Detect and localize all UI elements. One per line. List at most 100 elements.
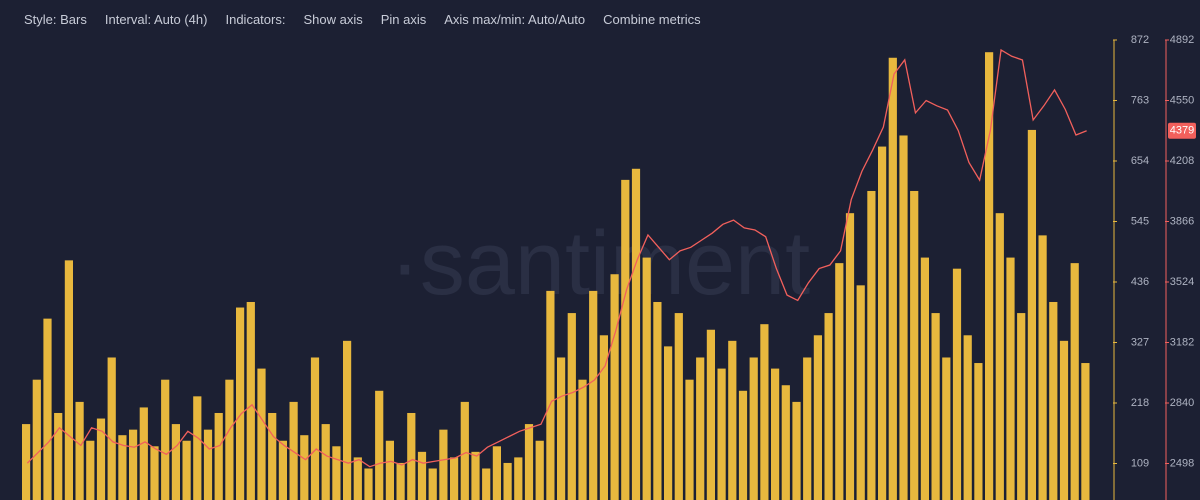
bar bbox=[246, 301, 255, 500]
bar bbox=[321, 424, 330, 500]
y-tick-label: 763 bbox=[1131, 94, 1149, 106]
bar bbox=[310, 357, 320, 500]
bar bbox=[813, 335, 822, 500]
bar bbox=[150, 446, 159, 500]
toolbar-item[interactable]: Show axis bbox=[303, 11, 363, 27]
bar bbox=[364, 468, 373, 500]
bar bbox=[653, 301, 662, 500]
bar bbox=[482, 468, 491, 500]
y2-tick-label: 2840 bbox=[1170, 397, 1194, 409]
bar bbox=[257, 368, 266, 500]
bar bbox=[471, 451, 480, 500]
y-tick-label: 109 bbox=[1131, 457, 1149, 469]
bar bbox=[182, 440, 191, 500]
bar bbox=[717, 368, 726, 500]
bar bbox=[171, 424, 180, 500]
bar bbox=[1006, 257, 1015, 500]
bar bbox=[567, 313, 576, 500]
bar bbox=[278, 440, 287, 500]
bar bbox=[54, 412, 63, 500]
bar bbox=[867, 190, 876, 500]
bar bbox=[503, 462, 512, 500]
bar bbox=[781, 385, 790, 500]
bar bbox=[450, 457, 459, 500]
bar bbox=[674, 313, 683, 500]
bar bbox=[353, 457, 362, 500]
bar bbox=[621, 179, 630, 500]
bar bbox=[375, 390, 384, 500]
bar bbox=[214, 412, 223, 500]
y2-tick-label: 2498 bbox=[1170, 457, 1194, 469]
bar bbox=[268, 412, 277, 500]
bar bbox=[460, 401, 469, 500]
bar bbox=[86, 440, 95, 500]
bar bbox=[985, 52, 994, 500]
bar bbox=[535, 440, 544, 500]
y-tick-label: 545 bbox=[1131, 215, 1149, 227]
y-tick-label: 218 bbox=[1131, 397, 1149, 409]
bar bbox=[343, 340, 352, 500]
bar bbox=[96, 418, 106, 500]
bar bbox=[728, 340, 737, 500]
bar bbox=[161, 379, 170, 500]
toolbar-item[interactable]: Axis max/min: Auto/Auto bbox=[444, 11, 586, 27]
bar bbox=[610, 274, 619, 500]
bar bbox=[203, 429, 213, 500]
bar bbox=[428, 468, 437, 500]
bar bbox=[963, 335, 972, 500]
bar bbox=[1081, 363, 1090, 500]
bar bbox=[332, 446, 341, 500]
toolbar: Style: Bars Interval: Auto (4h) Indicators… bbox=[0, 0, 1100, 38]
y2-tick-label: 4892 bbox=[1170, 34, 1194, 46]
bar bbox=[22, 424, 31, 500]
bar bbox=[760, 324, 769, 500]
bar bbox=[642, 257, 651, 500]
bar bbox=[706, 329, 715, 500]
bar bbox=[514, 457, 523, 500]
bar bbox=[664, 346, 673, 500]
bar bbox=[878, 146, 887, 500]
toolbar-item[interactable]: Combine metrics bbox=[603, 11, 701, 27]
y-tick-label: 654 bbox=[1131, 155, 1149, 167]
bar bbox=[920, 257, 929, 500]
bar bbox=[792, 401, 801, 500]
y2-tick-label: 3182 bbox=[1170, 336, 1194, 348]
bar bbox=[738, 390, 748, 500]
bar bbox=[942, 357, 951, 500]
bar bbox=[300, 435, 309, 500]
bar bbox=[578, 379, 587, 500]
bar bbox=[974, 363, 983, 500]
bar bbox=[385, 440, 394, 500]
bar bbox=[1027, 129, 1036, 500]
price-line bbox=[26, 48, 1087, 468]
bar bbox=[685, 379, 694, 500]
bar bbox=[557, 357, 566, 500]
bar bbox=[439, 429, 448, 500]
bar bbox=[803, 357, 812, 500]
bar bbox=[931, 313, 940, 500]
toolbar-item[interactable]: Pin axis bbox=[380, 11, 427, 27]
bar bbox=[856, 285, 865, 500]
bar bbox=[1059, 340, 1069, 500]
bar bbox=[546, 290, 555, 500]
y-tick-label: 872 bbox=[1131, 34, 1149, 46]
bar bbox=[910, 190, 919, 500]
y2-tick-label: 4550 bbox=[1170, 94, 1194, 106]
bar bbox=[407, 412, 416, 500]
y2-tick-label: 3866 bbox=[1170, 215, 1194, 227]
y-tick-label: 327 bbox=[1131, 336, 1149, 348]
toolbar-item[interactable]: Indicators: bbox=[225, 11, 286, 27]
toolbar-item[interactable]: Interval: Auto (4h) bbox=[104, 11, 208, 27]
bar bbox=[899, 135, 908, 500]
last-value: 4379 bbox=[1170, 125, 1194, 137]
watermark: ·santiment bbox=[390, 214, 810, 314]
bar bbox=[995, 213, 1004, 500]
bar bbox=[417, 451, 427, 500]
bar bbox=[1038, 235, 1047, 500]
toolbar-item[interactable]: Style: Bars bbox=[24, 11, 87, 27]
bar bbox=[193, 396, 202, 500]
bar bbox=[1017, 313, 1026, 500]
bar bbox=[771, 368, 780, 500]
bar bbox=[75, 401, 84, 500]
